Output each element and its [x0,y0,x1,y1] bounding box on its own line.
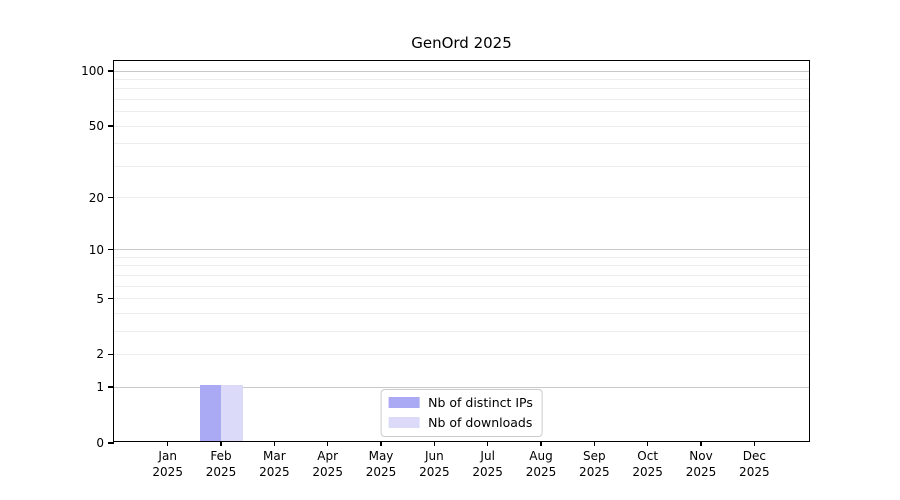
plot-area: 0 1 2 5 10 20 50 100 Jan 2025 Feb 2025 Mar 2025 Apr… [81,60,810,479]
gridline-minor [114,125,809,127]
x-tick [593,441,595,446]
legend-swatch [388,397,420,408]
x-tick [433,441,435,446]
y-tick-label: 0 [96,436,104,450]
x-tick [753,441,755,446]
x-tick-label: May 2025 [365,449,397,479]
gridline-minor [114,165,809,167]
gridline-minor [114,312,809,314]
legend-item: Nb of distinct IPs [388,395,533,410]
x-tick [700,441,702,446]
gridline-minor [114,111,809,113]
y-tick [108,297,114,300]
legend-swatch [388,417,420,428]
legend: Nb of distinct IPs Nb of downloads [380,389,543,437]
x-tick-label: Jul 2025 [472,449,503,479]
x-tick [380,441,382,446]
gridline-minor [114,98,809,100]
bar-nb-of-distinct-ips [199,385,222,441]
y-tick [108,196,114,199]
x-tick-label: Mar 2025 [259,449,290,479]
x-tick-label: Apr 2025 [312,449,343,479]
x-tick-label: Jun 2025 [419,449,450,479]
x-tick [220,441,222,446]
x-tick-label: Nov 2025 [685,449,717,479]
x-tick [273,441,275,446]
y-tick [108,249,114,251]
gridline-minor [114,197,809,199]
x-tick [647,441,649,446]
y-tick [108,353,114,356]
x-tick-label: Aug 2025 [525,449,557,479]
x-tick [167,441,169,446]
y-tick-label: 2 [96,347,104,362]
gridline-minor [114,265,809,267]
y-tick-label: 5 [96,291,104,306]
gridline-minor [114,256,809,258]
x-tick [327,441,329,446]
gridline-major [114,70,809,72]
gridline-minor [114,353,809,355]
legend-label: Nb of downloads [428,415,533,430]
gridline-minor [114,298,809,300]
gridline-minor [114,285,809,287]
x-tick-label: Dec 2025 [739,449,770,479]
gridline-minor [114,274,809,276]
x-tick [487,441,489,446]
y-tick [108,442,114,444]
x-tick-label: Feb 2025 [205,449,237,479]
gridline-major [114,249,809,251]
gridline-minor [114,143,809,145]
y-tick-label: 100 [81,64,104,78]
gridline-minor [114,330,809,332]
y-tick-label: 20 [88,190,104,205]
y-tick [108,386,114,388]
x-tick-label: Sep 2025 [579,449,610,479]
chart-title: GenOrd 2025 [411,34,512,52]
gridline-major [114,386,809,388]
legend-label: Nb of distinct IPs [428,395,533,410]
x-tick-label: Oct 2025 [632,449,663,479]
y-tick-label: 10 [88,242,104,257]
y-tick [108,70,114,72]
y-tick-label: 50 [88,119,104,134]
gridline-minor [114,78,809,80]
gridline-minor [114,88,809,90]
legend-item: Nb of downloads [388,415,533,430]
y-tick-label: 1 [96,380,104,395]
bar-nb-of-downloads [221,385,243,441]
x-tick [540,441,542,446]
y-tick [108,125,114,127]
x-tick-label: Jan 2025 [152,449,183,479]
